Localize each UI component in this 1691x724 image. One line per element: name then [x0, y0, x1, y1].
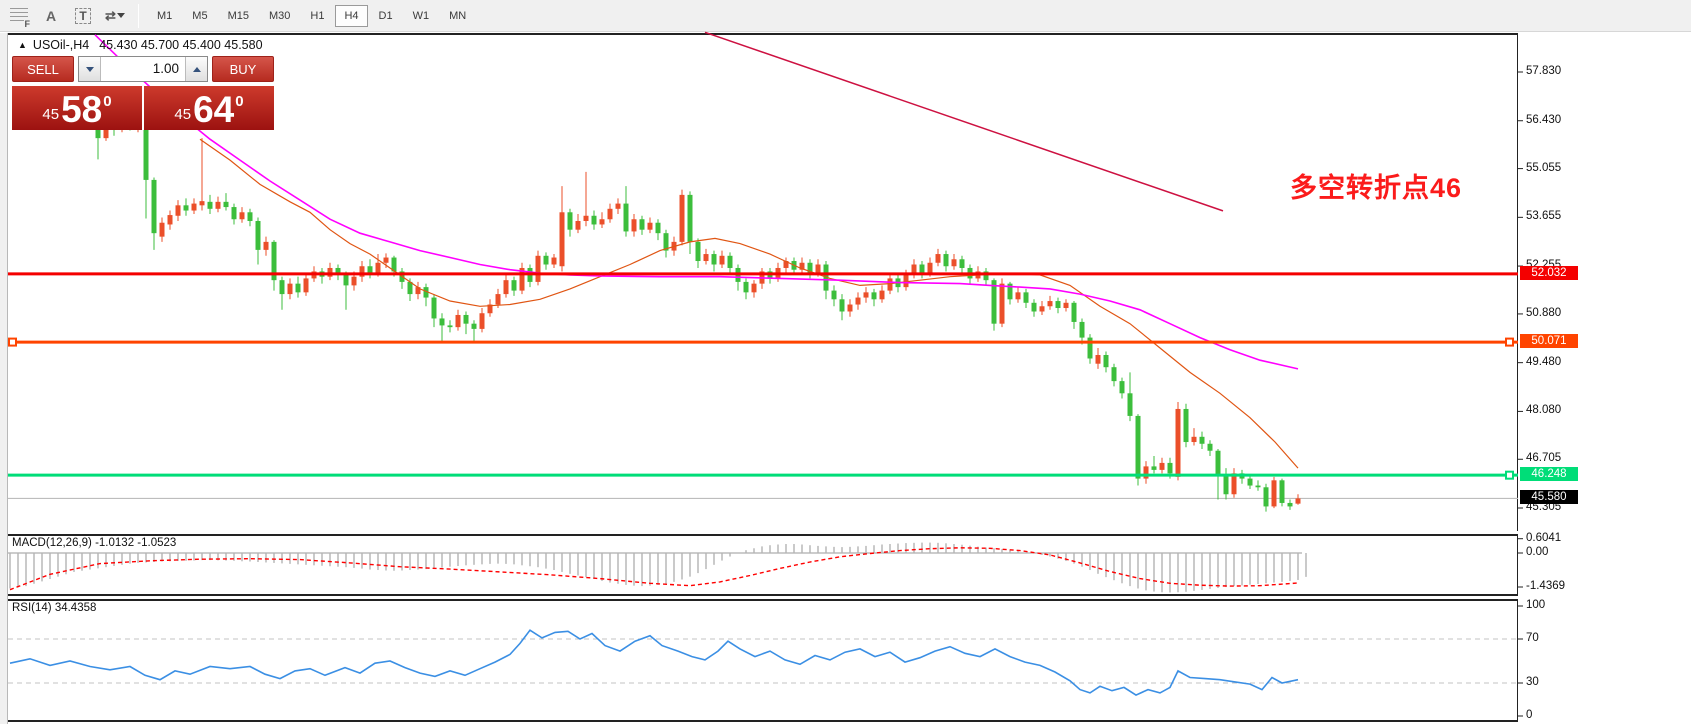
- quote-line[interactable]: ▲ USOil-,H4 45.430 45.700 45.400 45.580: [18, 38, 263, 52]
- text-label-icon[interactable]: T: [70, 4, 96, 28]
- indicator-window-icon[interactable]: F: [6, 4, 32, 29]
- rsi-axis-label: 100: [1526, 599, 1546, 611]
- timeframe-h1[interactable]: H1: [310, 9, 325, 22]
- macd-panel[interactable]: [8, 534, 1518, 596]
- rsi-axis-label: 0: [1526, 709, 1533, 721]
- rsi-panel[interactable]: [8, 599, 1518, 722]
- timeframe-d1[interactable]: D1: [378, 9, 393, 22]
- sell-price-big: 58: [61, 89, 103, 130]
- timeframe-m15[interactable]: M15: [227, 9, 249, 22]
- timeframe-m30[interactable]: M30: [268, 9, 291, 22]
- font-icon[interactable]: A: [45, 7, 57, 24]
- lot-size-value[interactable]: 1.00: [101, 57, 185, 81]
- buy-price-big: 64: [193, 89, 235, 130]
- lot-size-stepper: 1.00: [78, 56, 208, 82]
- macd-axis-label: -1.4369: [1526, 579, 1566, 592]
- chevron-down-icon: [116, 13, 125, 18]
- cursor-tools-icon[interactable]: ⇄: [102, 4, 128, 28]
- price-axis-label: 49.480: [1526, 355, 1562, 368]
- price-badge: 45.580: [1520, 490, 1578, 505]
- macd-axis-label: 0.6041: [1526, 531, 1562, 544]
- macd-axis-label: 0.00: [1526, 546, 1549, 558]
- chart-annotation-text: 多空转折点46: [1290, 173, 1463, 203]
- price-axis-label: 55.055: [1526, 161, 1562, 174]
- timeframe-h4[interactable]: H4: [335, 4, 368, 27]
- timeframe-bar: M1 M5 M15 M30 H1 H4 D1 W1 MN: [147, 4, 476, 27]
- price-axis-label: 57.830: [1526, 65, 1562, 77]
- timeframe-w1[interactable]: W1: [412, 9, 430, 22]
- rsi-axis-label: 70: [1526, 632, 1539, 644]
- symbol-name: USOil-,H4: [32, 38, 90, 52]
- price-axis-label: 46.705: [1526, 452, 1562, 465]
- rsi-label: RSI(14) 34.4358: [12, 602, 97, 614]
- buy-price-sup: 0: [235, 93, 244, 110]
- toolbar-separator: [138, 3, 139, 28]
- price-axis-label: 53.655: [1526, 210, 1562, 223]
- price-axis-label: 56.430: [1526, 113, 1562, 126]
- sell-price-tile[interactable]: 45 58 0: [12, 86, 144, 130]
- price-badge: 46.248: [1520, 467, 1578, 482]
- sell-button[interactable]: SELL: [12, 56, 74, 82]
- sell-price-prefix: 45: [42, 106, 60, 123]
- timeframe-m1[interactable]: M1: [157, 9, 173, 22]
- macd-label: MACD(12,26,9) -1.0132 -1.0523: [12, 537, 177, 549]
- left-gutter: [0, 33, 8, 724]
- timeframe-mn[interactable]: MN: [449, 9, 467, 22]
- price-badge: 50.071: [1520, 334, 1578, 349]
- price-axis-label: 50.880: [1526, 306, 1562, 319]
- lot-increase-button[interactable]: [185, 57, 207, 81]
- quote-ohlc: 45.430 45.700 45.400 45.580: [99, 38, 263, 52]
- timeframe-m5[interactable]: M5: [192, 9, 208, 22]
- buy-button[interactable]: BUY: [212, 56, 274, 82]
- one-click-trading-panel: SELL 1.00 BUY 45 58 0 45 64 0: [12, 56, 274, 130]
- sell-price-sup: 0: [103, 93, 112, 110]
- price-badge: 52.032: [1520, 265, 1578, 280]
- lot-decrease-button[interactable]: [79, 57, 101, 81]
- price-axis-label: 48.080: [1526, 404, 1562, 417]
- buy-price-prefix: 45: [174, 106, 192, 123]
- rsi-axis-label: 30: [1526, 676, 1539, 688]
- top-toolbar: F A T ⇄ M1 M5 M15 M30 H1 H4 D1 W1 MN: [0, 0, 1691, 32]
- collapse-arrow-icon[interactable]: ▲: [18, 40, 27, 50]
- buy-price-tile[interactable]: 45 64 0: [144, 86, 274, 130]
